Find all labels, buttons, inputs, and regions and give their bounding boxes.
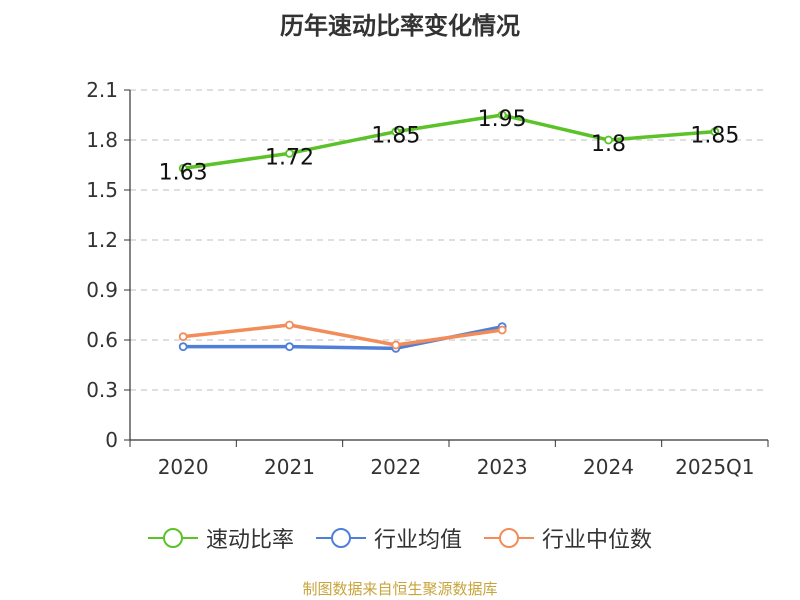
data-point — [391, 127, 401, 137]
x-tick-label: 2024 — [583, 455, 634, 479]
chart-title: 历年速动比率变化情况 — [280, 12, 520, 40]
series-line-0 — [181, 113, 717, 171]
data-point — [178, 342, 188, 352]
source-note: 制图数据来自恒生聚源数据库 — [302, 580, 498, 598]
data-label: 1.85 — [371, 124, 420, 149]
data-label: 1.85 — [690, 124, 739, 149]
legend-marker-icon — [147, 528, 198, 548]
data-point — [391, 340, 401, 350]
grid-lines — [130, 89, 768, 391]
x-tick-label: 2025Q1 — [675, 455, 754, 479]
legend-marker-icon — [484, 528, 534, 548]
y-tick-label: 1.8 — [86, 128, 118, 152]
legend-label: 行业中位数 — [542, 528, 653, 553]
legend-item[interactable]: 行业中位数 — [484, 522, 652, 554]
legend: 速动比率 行业均值 行业中位数 — [0, 518, 800, 558]
data-label: 1.8 — [591, 132, 626, 157]
y-tick-label: 0.9 — [86, 278, 118, 302]
y-tick-label: 0.6 — [86, 328, 118, 352]
series — [178, 110, 720, 353]
data-labels: 1.63 1.72 1.85 1.95 1.8 1.85 — [159, 107, 740, 185]
data-point — [604, 135, 613, 145]
data-point — [178, 332, 188, 342]
data-point — [285, 342, 294, 352]
data-point — [285, 320, 294, 330]
data-point — [710, 127, 720, 137]
legend-marker-icon — [315, 528, 366, 548]
axes: 0 0.3 0.6 0.9 1.2 1.5 1.8 2.1 2020 2021 2022 2023 20… — [86, 78, 769, 479]
series-line-2 — [181, 323, 504, 347]
y-tick-label: 1.2 — [86, 228, 118, 252]
y-tick-label: 0 — [105, 428, 118, 452]
data-label: 1.63 — [159, 160, 208, 185]
legend-item[interactable]: 速动比率 — [147, 522, 294, 554]
data-point — [178, 163, 188, 173]
y-tick-label: 2.1 — [86, 78, 118, 102]
x-tick-label: 2021 — [264, 455, 315, 479]
data-point — [497, 325, 507, 335]
legend-label: 速动比率 — [205, 528, 294, 553]
data-point — [285, 148, 294, 158]
legend-label: 行业均值 — [373, 528, 462, 553]
legend-item[interactable]: 行业均值 — [315, 522, 462, 554]
data-point — [497, 110, 507, 120]
x-tick-label: 2020 — [158, 455, 209, 479]
data-label: 1.72 — [265, 145, 314, 170]
data-label: 1.95 — [478, 107, 527, 132]
x-tick-label: 2022 — [370, 455, 421, 479]
x-tick-label: 2023 — [477, 455, 528, 479]
y-tick-label: 1.5 — [86, 178, 118, 202]
y-tick-label: 0.3 — [86, 378, 118, 402]
